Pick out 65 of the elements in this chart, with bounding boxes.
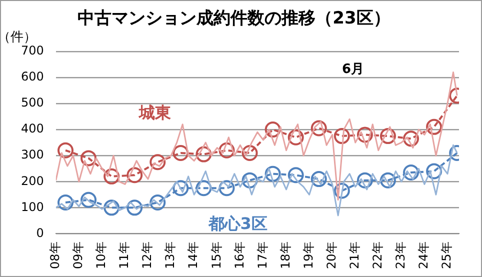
x-tick-label: 15年 (209, 242, 224, 270)
point (80, 150, 97, 166)
y-tick-label: 300 (21, 148, 44, 162)
y-tick-label: 500 (21, 96, 44, 110)
x-tick-label: 23年 (394, 242, 408, 270)
x-tick-label: 22年 (370, 242, 385, 270)
point (58, 142, 74, 158)
point (356, 126, 373, 143)
x-tick-label: 13年 (163, 242, 178, 270)
x-tick-label: 25年 (440, 242, 454, 270)
point (172, 144, 189, 161)
point (126, 200, 143, 216)
annotation: 6月 (342, 62, 364, 78)
point (356, 172, 373, 188)
series-label: 城東 (138, 103, 172, 122)
point (150, 154, 166, 170)
point (288, 129, 304, 146)
point (242, 172, 258, 188)
y-tick-label: 400 (21, 122, 44, 136)
point (58, 194, 74, 210)
point (104, 168, 120, 184)
point (403, 130, 420, 147)
x-tick-label: 16年 (232, 242, 246, 270)
x-tick-label: 11年 (117, 242, 132, 270)
x-tick-label: 17年 (255, 242, 270, 270)
point (380, 128, 396, 144)
point (218, 142, 235, 158)
point (334, 128, 350, 144)
x-tick-label: 21年 (347, 242, 362, 270)
x-tick-label: 08年 (48, 242, 62, 270)
point (334, 182, 350, 199)
point (196, 180, 212, 196)
point (126, 167, 143, 184)
y-tick-label: 0 (36, 226, 44, 240)
point (196, 146, 212, 162)
x-tick-label: 18年 (278, 242, 292, 270)
point (264, 166, 281, 182)
x-tick-label: 12年 (140, 242, 154, 270)
point (80, 192, 97, 208)
x-tick-label: 14年 (186, 242, 200, 270)
y-tick-label: 600 (21, 70, 44, 84)
chart-title: 中古マンション成約件数の推移（23区） (78, 8, 390, 29)
x-tick-label: 20年 (324, 242, 338, 270)
x-tick-label: 19年 (301, 242, 316, 270)
point (310, 120, 327, 136)
x-tick-label: 24年 (416, 242, 431, 270)
point (403, 164, 420, 181)
point (288, 167, 304, 184)
point (104, 200, 120, 216)
y-axis-title: （件） (0, 30, 36, 45)
point (426, 163, 442, 180)
y-tick-label: 200 (21, 174, 44, 188)
point (218, 180, 235, 196)
x-tick-label: 10年 (94, 242, 108, 270)
point (426, 118, 442, 135)
y-tick-label: 100 (21, 200, 44, 214)
point (310, 171, 327, 188)
y-tick-label: 700 (21, 44, 44, 58)
point (264, 122, 281, 138)
point (150, 194, 166, 210)
point (172, 180, 189, 196)
x-tick-label: 09年 (71, 242, 86, 270)
series-label: 都心3区 (207, 214, 268, 233)
point (380, 172, 396, 188)
point (242, 144, 258, 161)
